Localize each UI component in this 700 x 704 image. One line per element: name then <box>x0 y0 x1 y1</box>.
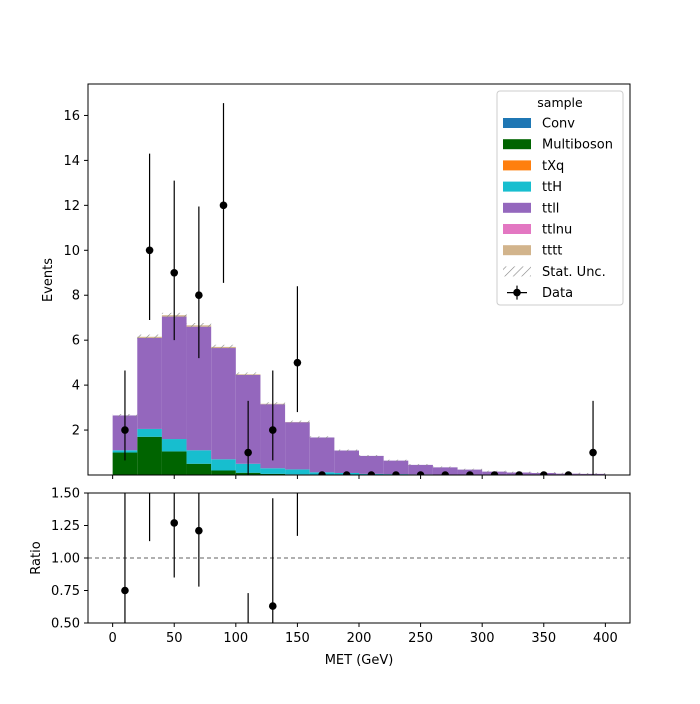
stat-unc-band <box>211 345 236 349</box>
stat-unc-band <box>433 466 458 468</box>
legend-swatch-tttt <box>503 245 531 255</box>
data-point <box>121 426 129 434</box>
ratio-y-tick-label: 1.00 <box>51 552 80 567</box>
x-tick-label: 50 <box>166 631 183 646</box>
data-point <box>589 449 597 457</box>
legend-label-ttlnu: ttlnu <box>542 223 572 238</box>
bar-tth <box>187 450 212 463</box>
main-y-tick-label: 6 <box>72 334 80 349</box>
legend-swatch-stat-unc <box>503 266 531 276</box>
data-point <box>146 246 154 254</box>
ratio-y-tick-label: 0.50 <box>51 617 80 632</box>
main-y-tick-label: 14 <box>63 154 80 169</box>
bar-ttll <box>310 437 335 472</box>
x-tick-label: 150 <box>285 631 310 646</box>
legend-label-txq: tXq <box>542 159 564 174</box>
ratio-y-tick-label: 1.50 <box>51 487 80 502</box>
main-y-tick-label: 2 <box>72 424 80 439</box>
legend-label-multiboson: Multiboson <box>542 138 613 153</box>
ratio-point <box>269 602 277 610</box>
bar-tth <box>211 459 236 470</box>
bar-multiboson <box>211 471 236 475</box>
main-y-tick-label: 10 <box>63 244 80 259</box>
stat-unc-band <box>137 335 162 339</box>
legend-swatch-txq <box>503 160 531 170</box>
stat-unc-band <box>359 455 384 457</box>
legend-swatch-ttlnu <box>503 224 531 234</box>
main-y-tick-label: 8 <box>72 289 80 304</box>
bar-ttll <box>359 456 384 474</box>
legend-label-conv: Conv <box>542 117 575 132</box>
x-tick-label: 300 <box>470 631 495 646</box>
legend: sample Conv Multiboson tXq ttH ttll ttlnu tttt… <box>497 91 623 305</box>
stat-unc-band <box>384 460 409 462</box>
bar-tth <box>285 469 310 474</box>
stat-unc-band <box>310 436 335 438</box>
data-point <box>269 426 277 434</box>
bar-ttll <box>285 422 310 469</box>
legend-swatch-tth <box>503 182 531 192</box>
x-tick-label: 350 <box>531 631 556 646</box>
legend-swatch-marker <box>513 289 521 297</box>
bar-ttll <box>211 348 236 459</box>
main-y-tick-label: 4 <box>72 379 80 394</box>
ratio-point <box>170 519 178 527</box>
bar-multiboson <box>137 437 162 475</box>
ratio-y-axis-label: Ratio <box>29 541 44 574</box>
ratio-point <box>121 587 129 595</box>
x-tick-label: 400 <box>593 631 618 646</box>
data-point <box>170 269 178 277</box>
bar-tth <box>162 439 187 451</box>
bar-ttll <box>334 451 359 473</box>
bar-multiboson <box>162 451 187 475</box>
bar-ttll <box>137 338 162 429</box>
ratio-y-tick-label: 0.75 <box>51 584 80 599</box>
legend-swatch-multiboson <box>503 139 531 149</box>
stat-unc-band <box>458 469 483 471</box>
ratio-y-tick-label: 1.25 <box>51 519 80 534</box>
stat-unc-band <box>285 421 310 424</box>
ratio-point <box>195 527 203 535</box>
legend-label-tth: ttH <box>542 180 562 195</box>
legend-label-stat-unc: Stat. Unc. <box>542 265 606 280</box>
bar-tth <box>137 429 162 437</box>
legend-label-tttt: tttt <box>542 244 562 259</box>
x-tick-label: 0 <box>108 631 116 646</box>
bar-multiboson <box>187 464 212 475</box>
legend-swatch-ttll <box>503 203 531 213</box>
stat-unc-band <box>236 372 261 376</box>
main-y-tick-label: 16 <box>63 109 80 124</box>
legend-swatch-conv <box>503 118 531 128</box>
main-y-tick-label: 12 <box>63 199 80 214</box>
bar-tth <box>260 468 285 474</box>
stat-unc-band <box>334 450 359 452</box>
data-point <box>244 449 252 457</box>
x-tick-label: 250 <box>408 631 433 646</box>
x-tick-label: 200 <box>347 631 372 646</box>
legend-label-data: Data <box>542 286 573 301</box>
data-point <box>294 359 302 367</box>
legend-title: sample <box>537 95 583 110</box>
stat-unc-band <box>408 464 433 466</box>
data-point <box>195 291 203 299</box>
x-axis-label: MET (GeV) <box>325 653 394 668</box>
main-y-axis-label: Events <box>41 258 56 302</box>
legend-label-ttll: ttll <box>542 201 559 216</box>
data-point <box>220 202 228 210</box>
x-tick-label: 100 <box>223 631 248 646</box>
